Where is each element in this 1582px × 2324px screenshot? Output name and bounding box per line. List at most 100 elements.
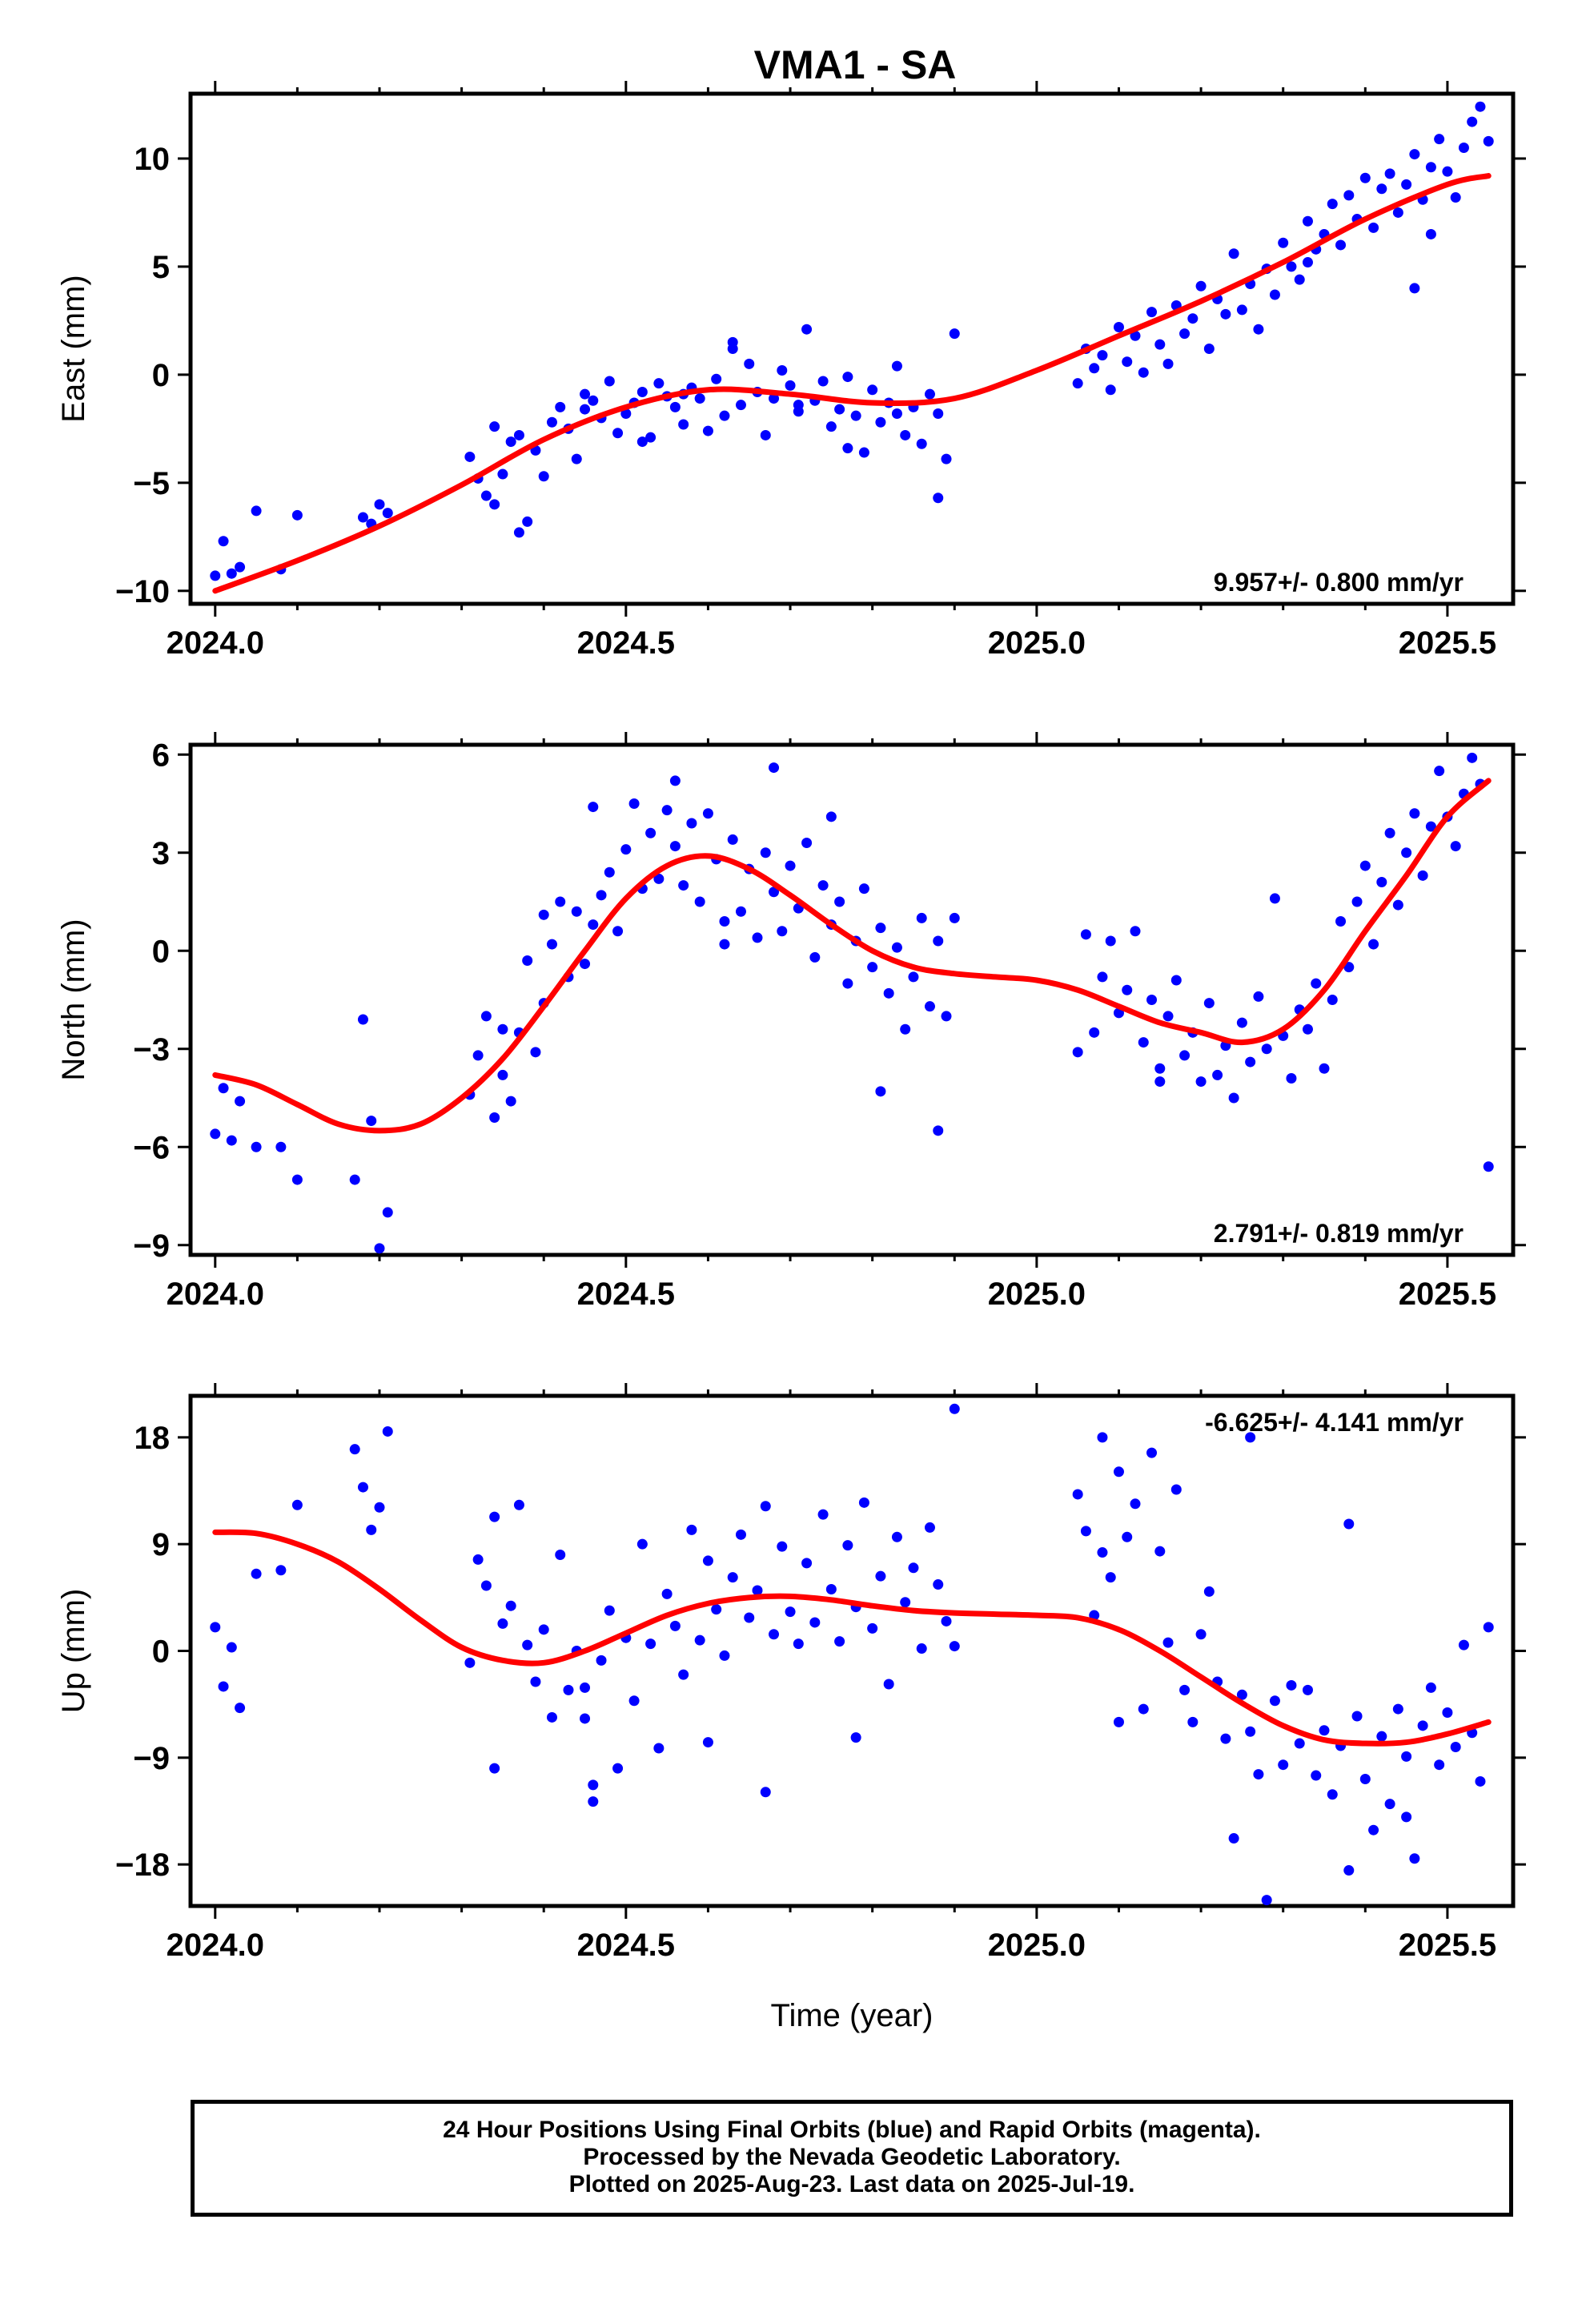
east-point: [760, 429, 771, 440]
up-point: [374, 1502, 385, 1513]
east-point: [900, 429, 911, 440]
up-point: [1097, 1432, 1108, 1443]
up-point: [1113, 1466, 1124, 1478]
east-point: [580, 404, 591, 415]
north-point: [941, 1011, 952, 1022]
east-xtick-label: 2025.5: [1399, 625, 1496, 661]
up-point: [1401, 1811, 1412, 1823]
up-point: [636, 1538, 648, 1550]
up-xtick-label: 2025.0: [988, 1928, 1086, 1963]
east-point: [1335, 239, 1347, 251]
up-point: [588, 1796, 599, 1807]
east-point: [513, 429, 524, 440]
east-point: [505, 436, 516, 448]
north-point: [1089, 1027, 1100, 1038]
east-point: [1475, 101, 1486, 112]
east-point: [801, 324, 813, 335]
north-point: [235, 1096, 246, 1107]
east-point: [1425, 228, 1436, 239]
east-point: [653, 378, 665, 389]
up-point: [1245, 1432, 1256, 1443]
east-point: [711, 373, 722, 384]
up-point: [366, 1524, 377, 1535]
north-point: [1261, 1043, 1272, 1055]
up-point: [1376, 1731, 1387, 1742]
up-ytick-label: 18: [135, 1421, 171, 1456]
up-point: [1392, 1703, 1403, 1715]
up-point: [1425, 1682, 1436, 1693]
up-point: [1450, 1741, 1461, 1752]
east-point: [357, 512, 368, 523]
north-ytick-label: −9: [133, 1228, 170, 1264]
east-point: [785, 380, 796, 391]
north-point: [1203, 998, 1215, 1009]
north-point: [1409, 808, 1420, 819]
east-point: [933, 408, 944, 419]
north-point: [1286, 1073, 1297, 1084]
up-fit-line: [212, 1529, 1492, 1747]
north-point: [1212, 1069, 1223, 1080]
east-point: [1154, 339, 1166, 350]
east-point: [769, 393, 780, 404]
east-point: [1138, 367, 1149, 378]
east-point: [1236, 304, 1247, 316]
north-point: [226, 1135, 237, 1146]
up-point: [291, 1499, 303, 1510]
up-point: [1220, 1733, 1231, 1744]
up-point: [645, 1638, 656, 1650]
north-point: [752, 932, 763, 943]
up-point: [210, 1622, 221, 1633]
up-point: [1146, 1447, 1158, 1458]
north-point: [834, 896, 845, 907]
east-point: [571, 453, 582, 464]
up-point: [1368, 1824, 1379, 1835]
east-point: [1278, 237, 1289, 248]
up-point: [1343, 1518, 1355, 1530]
up-point: [875, 1570, 886, 1582]
east-point: [1195, 280, 1207, 292]
east-point: [480, 490, 492, 501]
east-point: [1220, 308, 1231, 320]
north-point: [678, 880, 689, 891]
north-point: [596, 890, 607, 901]
up-point: [612, 1763, 624, 1774]
east-point: [825, 421, 837, 432]
north-points: [210, 752, 1494, 1254]
up-point: [785, 1606, 796, 1618]
east-point: [1376, 183, 1387, 195]
east-panel: 2024.0 2024.5 2025.0 2025.5 −10 −5 0 5 10 East (m…: [56, 81, 1526, 661]
up-point: [530, 1676, 541, 1687]
north-point: [275, 1141, 287, 1152]
north-point: [1392, 899, 1403, 911]
east-rate-label: 9.957+/- 0.800 mm/yr: [1214, 568, 1464, 597]
up-point: [580, 1713, 591, 1724]
up-point: [1080, 1526, 1091, 1537]
footer-note: 24 Hour Positions Using Final Orbits (bl…: [191, 2100, 1513, 2217]
up-point: [1261, 1895, 1272, 1906]
north-ylabel: North (mm): [56, 919, 91, 1080]
north-point: [1253, 991, 1264, 1002]
up-point: [777, 1541, 788, 1552]
up-point: [760, 1501, 771, 1512]
north-point: [686, 818, 697, 829]
north-ytick-label: 0: [152, 934, 170, 969]
up-frame: [188, 1393, 1516, 1908]
up-point: [694, 1634, 705, 1646]
up-point: [489, 1511, 500, 1522]
east-point: [1122, 356, 1133, 368]
up-point: [793, 1638, 804, 1650]
north-panel: 2024.0 2024.5 2025.0 2025.5 −9 −6 −3 0 3 6 North (…: [56, 732, 1526, 1312]
up-point: [1113, 1716, 1124, 1727]
north-ytick-label: 3: [152, 836, 170, 871]
north-point: [760, 847, 771, 858]
up-point: [760, 1787, 771, 1798]
up-ytick-label: −9: [133, 1741, 170, 1776]
north-point: [1195, 1076, 1207, 1088]
up-point: [1434, 1759, 1445, 1771]
east-point: [1343, 190, 1355, 201]
up-point: [522, 1639, 533, 1651]
east-ylabel: East (mm): [56, 275, 91, 422]
north-point: [875, 923, 886, 934]
north-xtick-label: 2024.0: [167, 1277, 264, 1312]
up-point: [752, 1585, 763, 1596]
